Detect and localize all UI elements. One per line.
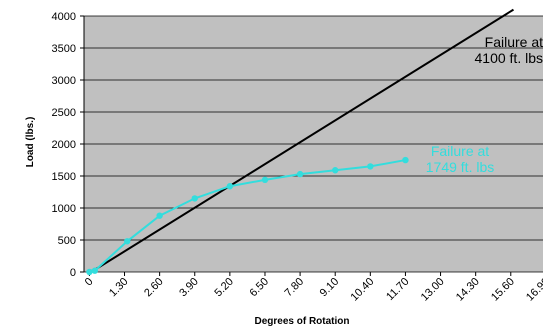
data-point: [297, 171, 303, 177]
x-tick-label: 2.60: [142, 276, 166, 300]
y-tick-label: 3000: [52, 75, 76, 87]
x-axis-title: Degrees of Rotation: [254, 316, 349, 327]
data-point: [124, 238, 130, 244]
y-tick-label: 500: [58, 235, 76, 247]
data-point: [192, 195, 198, 201]
annotation-text: 4100 ft. lbs: [475, 50, 543, 66]
x-tick-label: 3.90: [177, 276, 201, 300]
y-axis-ticks: 0 500 1000 1500 2000 2500 3000 3500 4000: [52, 11, 84, 279]
y-tick-label: 1000: [52, 203, 76, 215]
data-point: [227, 183, 233, 189]
y-tick-label: 2500: [52, 107, 76, 119]
data-point: [332, 167, 338, 173]
y-tick-label: 2000: [52, 139, 76, 151]
x-tick-label: 13.00: [419, 276, 447, 304]
x-tick-label: 7.80: [283, 276, 307, 300]
annotation-text: Failure at: [431, 143, 489, 159]
data-point: [402, 157, 408, 163]
x-axis-ticks: 0 1.30 2.60 3.90 5.20 6.50 7.80 9.10 10.40 11.70 1…: [83, 272, 543, 304]
x-tick-label: 0: [83, 276, 96, 289]
y-tick-label: 1500: [52, 171, 76, 183]
x-tick-label: 15.60: [489, 276, 517, 304]
x-tick-label: 1.30: [107, 276, 131, 300]
x-tick-label: 14.30: [454, 276, 482, 304]
x-tick-label: 16.90: [524, 276, 543, 304]
data-point: [86, 269, 92, 275]
x-tick-label: 5.20: [212, 276, 236, 300]
data-point: [92, 268, 98, 274]
y-tick-label: 4000: [52, 11, 76, 23]
data-point: [262, 177, 268, 183]
y-tick-label: 0: [70, 267, 76, 279]
data-point: [367, 163, 373, 169]
y-tick-label: 3500: [52, 43, 76, 55]
x-tick-label: 6.50: [247, 276, 271, 300]
annotation-text: Failure at: [485, 34, 543, 50]
y-axis-title: Load (lbs.): [25, 117, 36, 168]
data-point: [156, 212, 162, 218]
annotation-text: 1749 ft. lbs: [426, 159, 495, 175]
x-tick-label: 9.10: [318, 276, 342, 300]
x-tick-label: 11.70: [384, 276, 411, 303]
x-tick-label: 10.40: [348, 276, 376, 304]
